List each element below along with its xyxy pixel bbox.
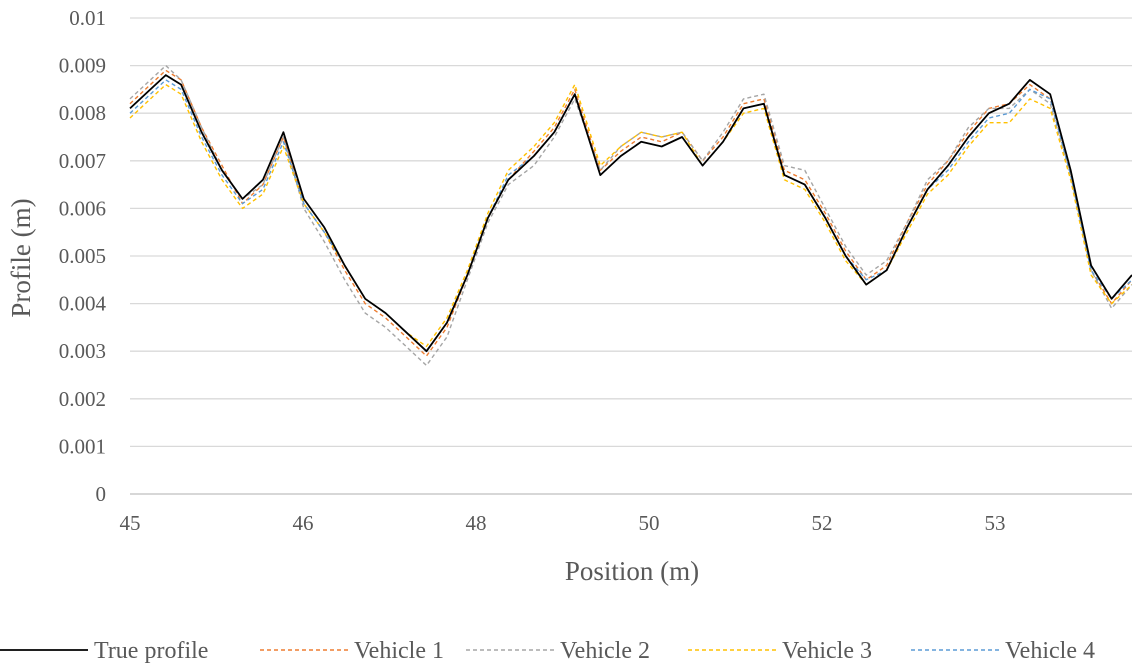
y-tick-label: 0.002 (59, 387, 106, 411)
legend-label: Vehicle 2 (560, 638, 650, 664)
x-tick-label: 50 (639, 511, 660, 535)
x-axis-title: Position (m) (565, 556, 699, 586)
y-tick-label: 0.003 (59, 339, 106, 363)
y-tick-label: 0.001 (59, 434, 106, 458)
y-gridlines (130, 17, 1132, 495)
x-tick-label: 53 (985, 511, 1006, 535)
series-line-true-profile (129, 74, 1132, 353)
legend-label: Vehicle 4 (1005, 638, 1095, 664)
series-line-vehicle-3 (129, 83, 1132, 348)
y-tick-label: 0.004 (59, 292, 107, 316)
series-line-vehicle-2 (129, 64, 1132, 367)
y-tick-labels: 0 0.001 0.002 0.003 0.004 0.005 0.006 0.007 0.00… (59, 6, 107, 506)
y-tick-label: 0.008 (59, 101, 106, 125)
x-tick-label: 52 (812, 511, 833, 535)
legend-label: Vehicle 1 (354, 638, 444, 664)
y-tick-label: 0.005 (59, 244, 106, 268)
y-axis-title: Profile (m) (6, 198, 36, 317)
legend: True profile Vehicle 1 Vehicle 2 Vehicle 3 V… (0, 638, 1095, 664)
x-tick-labels: 45 46 48 50 52 53 (120, 511, 1006, 535)
x-tick-label: 45 (120, 511, 141, 535)
series-lines (129, 64, 1132, 367)
y-tick-label: 0.007 (59, 149, 106, 173)
y-tick-label: 0 (96, 482, 107, 506)
y-tick-label: 0.01 (69, 6, 106, 30)
y-tick-label: 0.006 (59, 196, 106, 220)
legend-label: Vehicle 3 (782, 638, 872, 664)
y-tick-label: 0.009 (59, 54, 106, 78)
x-tick-label: 48 (466, 511, 487, 535)
legend-label: True profile (94, 638, 208, 664)
series-line-vehicle-1 (129, 69, 1132, 357)
x-tick-label: 46 (293, 511, 314, 535)
